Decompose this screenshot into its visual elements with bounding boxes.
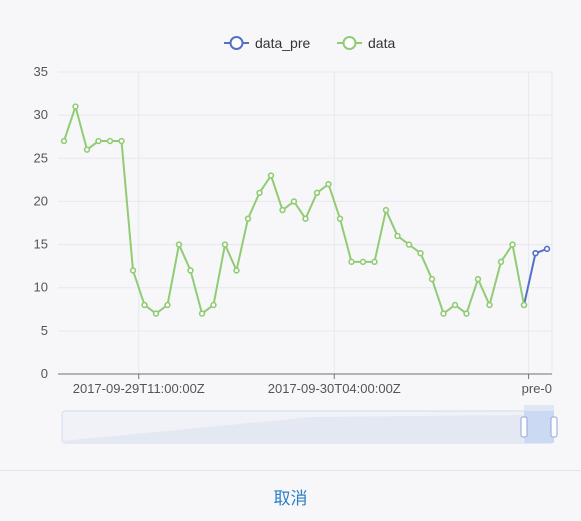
data-point[interactable] bbox=[405, 241, 413, 248]
data-point[interactable] bbox=[325, 180, 332, 188]
chart-legend[interactable]: data_pre data bbox=[224, 35, 395, 51]
data-point[interactable] bbox=[233, 267, 240, 274]
zoom-handle[interactable] bbox=[550, 416, 558, 438]
data-point[interactable] bbox=[267, 172, 275, 179]
data-point[interactable] bbox=[313, 189, 321, 197]
legend-item-data-pre[interactable]: data_pre bbox=[224, 35, 310, 51]
x-tick-label: 2017-09-29T11:00:00Z bbox=[73, 381, 205, 396]
y-tick-label: 25 bbox=[34, 150, 48, 165]
line-chart: data_pre data 0 5 10 15 20 25 30 35 2017-09-29T11… bbox=[34, 35, 558, 444]
data-point[interactable] bbox=[486, 301, 493, 309]
data-point[interactable] bbox=[371, 258, 378, 266]
data-point[interactable] bbox=[394, 232, 401, 240]
y-tick-label: 30 bbox=[34, 107, 48, 122]
data-point[interactable] bbox=[198, 310, 206, 317]
data-point[interactable] bbox=[290, 198, 298, 205]
data-point[interactable] bbox=[509, 241, 516, 248]
data-point[interactable] bbox=[141, 301, 148, 309]
y-tick-label: 10 bbox=[34, 280, 48, 295]
chart-series bbox=[60, 103, 551, 317]
series-line-data bbox=[63, 105, 525, 315]
data-point[interactable] bbox=[129, 267, 137, 274]
y-tick-label: 20 bbox=[34, 193, 48, 208]
data-point[interactable] bbox=[72, 103, 79, 110]
chart-grid bbox=[58, 71, 553, 375]
data-point[interactable] bbox=[210, 301, 217, 309]
data-point[interactable] bbox=[451, 301, 459, 309]
legend-label: data bbox=[368, 35, 395, 51]
legend-item-data[interactable]: data bbox=[337, 35, 395, 51]
data-point[interactable] bbox=[244, 215, 252, 222]
data-point[interactable] bbox=[118, 137, 125, 145]
data-point[interactable] bbox=[175, 241, 183, 248]
x-tick-label: pre-0 bbox=[522, 381, 552, 396]
y-tick-label: 15 bbox=[34, 237, 48, 252]
data-point[interactable] bbox=[348, 258, 355, 266]
data-point[interactable] bbox=[221, 241, 229, 248]
data-point[interactable] bbox=[106, 137, 114, 145]
data-point[interactable] bbox=[83, 146, 91, 153]
data-point[interactable] bbox=[382, 206, 390, 214]
legend-circle-icon bbox=[342, 36, 357, 50]
y-tick-label: 35 bbox=[34, 64, 48, 79]
legend-circle-icon bbox=[229, 36, 244, 50]
x-tick-label: 2017-09-30T04:00:00Z bbox=[268, 381, 401, 396]
data-point[interactable] bbox=[256, 189, 263, 197]
data-point[interactable] bbox=[428, 275, 436, 283]
data-point[interactable] bbox=[302, 215, 309, 222]
data-point[interactable] bbox=[440, 310, 447, 317]
data-point[interactable] bbox=[187, 267, 194, 274]
data-point[interactable] bbox=[417, 250, 424, 257]
data-point[interactable] bbox=[532, 250, 539, 257]
data-point[interactable] bbox=[164, 301, 171, 309]
data-point[interactable] bbox=[60, 137, 68, 145]
data-point[interactable] bbox=[359, 258, 367, 266]
y-tick-label: 0 bbox=[41, 366, 48, 381]
zoom-selection[interactable] bbox=[524, 411, 554, 443]
data-point[interactable] bbox=[336, 215, 344, 222]
zoom-preview-area bbox=[62, 415, 523, 443]
data-point[interactable] bbox=[520, 301, 528, 309]
data-point[interactable] bbox=[497, 258, 505, 266]
data-point[interactable] bbox=[152, 310, 160, 317]
legend-label: data_pre bbox=[255, 35, 310, 51]
zoom-move-handle[interactable] bbox=[524, 405, 554, 411]
y-tick-label: 5 bbox=[41, 323, 48, 338]
series-line-data-pre bbox=[523, 247, 548, 306]
action-footer: 取消 bbox=[0, 470, 581, 521]
data-point[interactable] bbox=[474, 275, 482, 283]
data-point[interactable] bbox=[95, 137, 102, 145]
cancel-button[interactable]: 取消 bbox=[273, 488, 308, 509]
zoom-handle[interactable] bbox=[520, 416, 528, 438]
data-point[interactable] bbox=[463, 310, 470, 317]
data-zoom-slider[interactable] bbox=[61, 405, 558, 444]
data-point[interactable] bbox=[279, 206, 286, 214]
data-point[interactable] bbox=[543, 245, 551, 253]
chart-axes: 0 5 10 15 20 25 30 35 2017-09-29T11:00:00Z 2017-0… bbox=[34, 64, 552, 396]
